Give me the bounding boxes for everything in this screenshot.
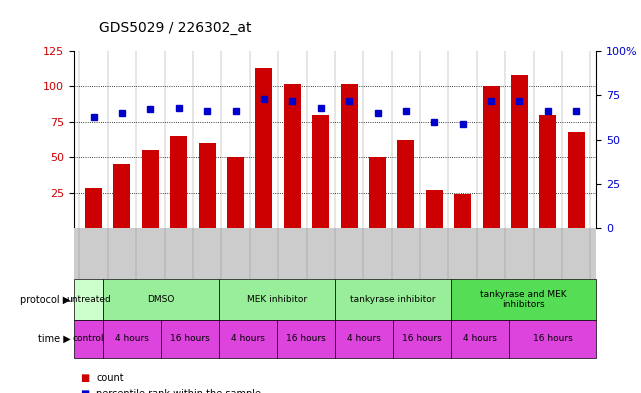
- Bar: [568, 132, 585, 228]
- Bar: [85, 188, 102, 228]
- Bar: [284, 84, 301, 228]
- Text: DMSO: DMSO: [147, 295, 174, 304]
- Text: ■: ■: [80, 373, 89, 383]
- Bar: [539, 115, 556, 228]
- Text: percentile rank within the sample: percentile rank within the sample: [96, 389, 261, 393]
- Bar: [426, 190, 443, 228]
- Bar: [483, 86, 499, 228]
- Text: tankyrase and MEK
inhibitors: tankyrase and MEK inhibitors: [480, 290, 567, 309]
- Text: 4 hours: 4 hours: [347, 334, 381, 343]
- Text: 16 hours: 16 hours: [533, 334, 572, 343]
- Bar: [113, 164, 131, 228]
- Text: count: count: [96, 373, 124, 383]
- Bar: [255, 68, 272, 228]
- Text: MEK inhibitor: MEK inhibitor: [247, 295, 307, 304]
- Text: ■: ■: [80, 389, 89, 393]
- Text: 4 hours: 4 hours: [463, 334, 497, 343]
- Bar: [199, 143, 215, 228]
- Bar: [397, 140, 415, 228]
- Text: control: control: [72, 334, 104, 343]
- Bar: [454, 194, 471, 228]
- Text: 16 hours: 16 hours: [402, 334, 442, 343]
- Text: 4 hours: 4 hours: [115, 334, 149, 343]
- Bar: [369, 157, 386, 228]
- Bar: [312, 115, 329, 228]
- Bar: [227, 157, 244, 228]
- Bar: [511, 75, 528, 228]
- Text: untreated: untreated: [66, 295, 111, 304]
- Text: protocol ▶: protocol ▶: [21, 295, 71, 305]
- Text: 16 hours: 16 hours: [286, 334, 326, 343]
- Text: 4 hours: 4 hours: [231, 334, 265, 343]
- Bar: [142, 150, 159, 228]
- Text: 16 hours: 16 hours: [170, 334, 210, 343]
- Bar: [340, 84, 358, 228]
- Bar: [171, 136, 187, 228]
- Text: GDS5029 / 226302_at: GDS5029 / 226302_at: [99, 21, 252, 35]
- Text: time ▶: time ▶: [38, 334, 71, 344]
- Text: tankyrase inhibitor: tankyrase inhibitor: [350, 295, 436, 304]
